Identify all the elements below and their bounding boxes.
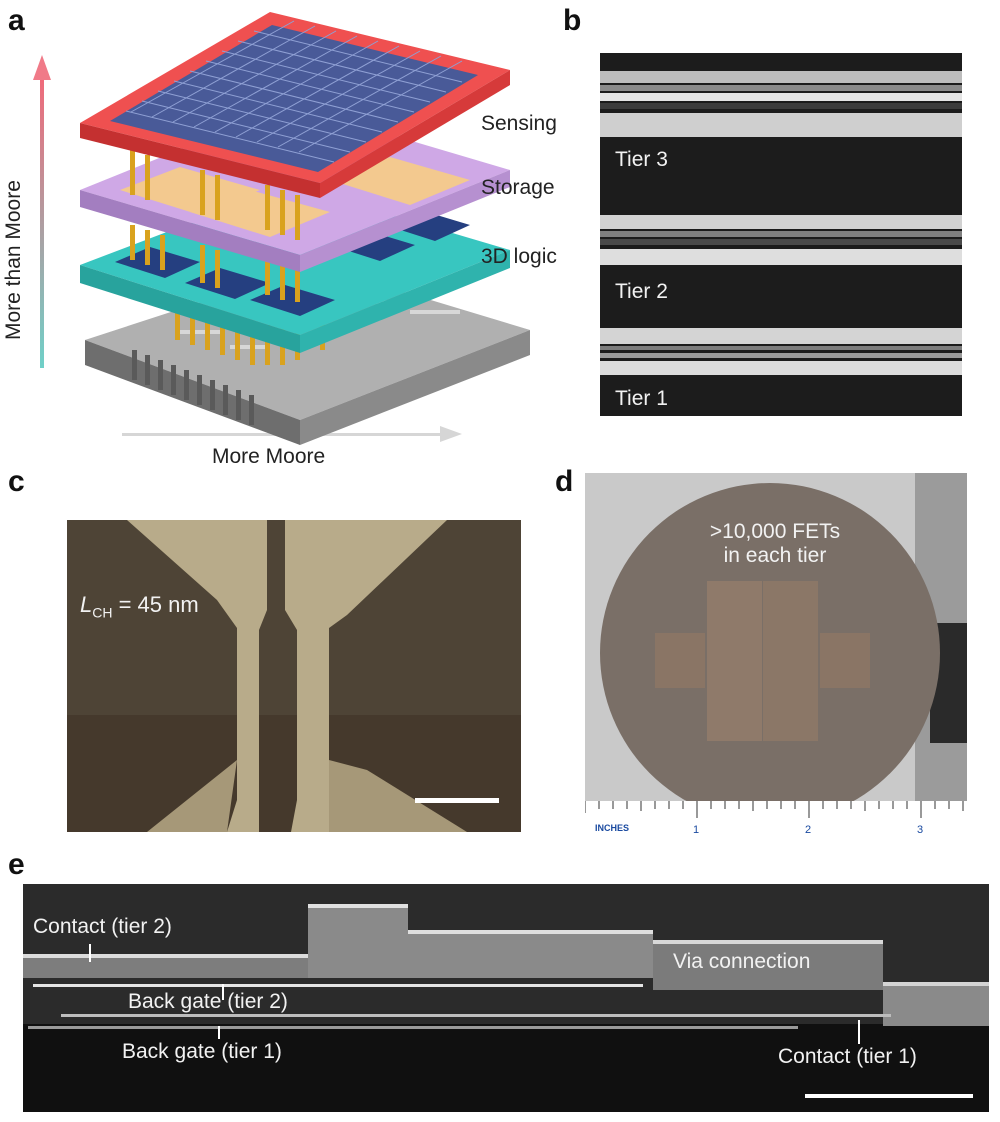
scale-bar-c [415,798,499,803]
wafer-photo: INCHES 1 2 3 [585,473,967,846]
tier-label-2: Tier 2 [615,280,668,303]
vertical-arrow-shaft [40,78,44,368]
axis-label-more-than-moore: More than Moore [2,180,25,340]
vertical-arrow-head [33,55,51,80]
fet-count-annotation-line1: >10,000 FETs [709,520,841,543]
ruler-unit: INCHES [595,823,629,833]
fet-count-annotation-line2: in each tier [723,544,827,567]
stacked-3d-illustration [33,12,530,445]
horizontal-arrow-head [440,426,462,442]
tier-cross-section-image [600,53,962,416]
tier-label-3: Tier 3 [615,148,668,171]
panel-letter-e: e [8,848,25,881]
label-back-gate-tier1: Back gate (tier 1) [122,1040,282,1063]
layer-label-3d-logic: 3D logic [481,245,557,268]
ruler-mark-1: 1 [693,824,699,836]
channel-length-label: LCH = 45 nm [80,592,199,621]
label-via-connection: Via connection [673,950,811,973]
layer-label-sensing: Sensing [481,112,557,135]
ruler-mark-2: 2 [805,824,811,836]
ruler-mark-3: 3 [917,824,923,836]
label-contact-tier1: Contact (tier 1) [778,1045,917,1068]
label-back-gate-tier2: Back gate (tier 2) [128,990,288,1013]
panel-letter-a: a [8,4,25,37]
panel-letter-b: b [563,4,582,37]
tier-label-1: Tier 1 [615,387,668,410]
via-cross-section-image [23,884,989,1112]
panel-letter-d: d [555,465,574,498]
sem-channel-image [67,520,521,832]
scale-bar-e [805,1094,973,1098]
panel-letter-c: c [8,465,25,498]
layer-label-storage: Storage [481,176,555,199]
label-contact-tier2: Contact (tier 2) [33,915,172,938]
ruler [585,801,967,846]
axis-label-more-moore: More Moore [212,445,326,468]
